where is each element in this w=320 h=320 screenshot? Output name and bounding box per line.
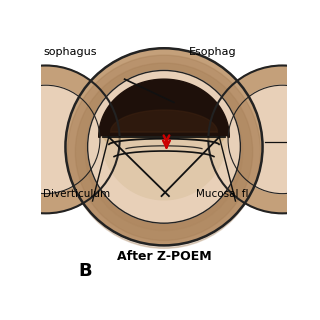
Polygon shape [101,137,227,200]
Circle shape [0,85,100,194]
Text: Esophag: Esophag [189,47,236,57]
Circle shape [66,48,262,245]
Circle shape [88,70,240,223]
Text: B: B [78,262,92,280]
Circle shape [208,66,320,213]
Text: Diverticulum: Diverticulum [43,188,110,199]
Circle shape [228,85,320,194]
Text: After Z-POEM: After Z-POEM [117,250,211,263]
Polygon shape [99,79,229,137]
Polygon shape [103,138,225,144]
Text: sophagus: sophagus [43,47,97,57]
Polygon shape [111,110,217,132]
Circle shape [75,63,253,240]
Circle shape [68,55,260,248]
Circle shape [85,73,243,231]
Circle shape [0,66,120,213]
Text: Mucosal fl: Mucosal fl [196,188,249,199]
